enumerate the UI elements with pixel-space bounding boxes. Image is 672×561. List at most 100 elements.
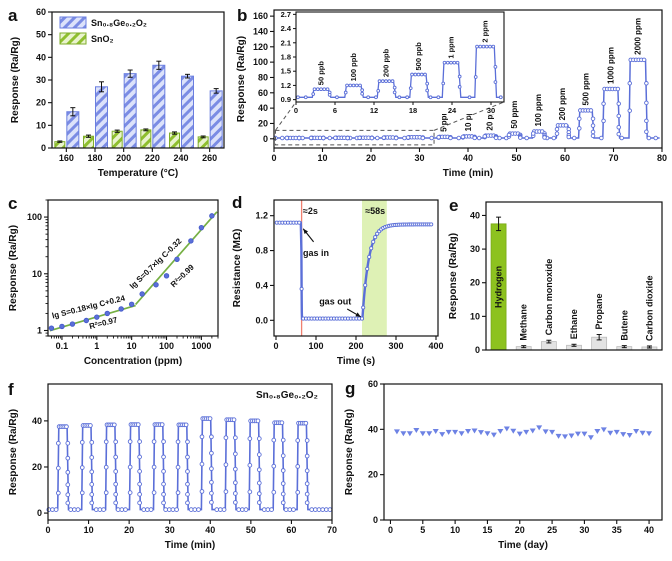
svg-text:gas out: gas out — [319, 297, 351, 307]
svg-text:0: 0 — [263, 134, 268, 144]
svg-text:20: 20 — [470, 278, 480, 288]
svg-text:40: 40 — [470, 210, 480, 220]
svg-text:0: 0 — [271, 153, 276, 163]
svg-text:30: 30 — [579, 525, 589, 535]
svg-text:Methane: Methane — [519, 304, 529, 341]
svg-text:Response (Ra/Rg): Response (Ra/Rg) — [8, 225, 19, 311]
svg-text:≈2s: ≈2s — [303, 206, 318, 216]
panel-e: Hydrogen Methane Carbon monoxide Ethane Prop… — [444, 190, 670, 374]
svg-text:1.2: 1.2 — [281, 81, 291, 90]
svg-text:400: 400 — [428, 341, 443, 351]
svg-text:260: 260 — [202, 153, 217, 163]
panel-label-e: e — [449, 196, 459, 215]
svg-text:1: 1 — [94, 341, 99, 351]
svg-text:Temperature (°C): Temperature (°C) — [98, 168, 179, 179]
svg-text:0: 0 — [273, 341, 278, 351]
svg-text:Ethane: Ethane — [569, 309, 579, 339]
svg-text:0: 0 — [41, 143, 46, 153]
svg-text:100: 100 — [253, 57, 268, 67]
svg-text:300: 300 — [388, 341, 403, 351]
chart-e-selectivity: Hydrogen Methane Carbon monoxide Ethane Prop… — [448, 201, 663, 355]
svg-text:500 ppm: 500 ppm — [581, 73, 590, 105]
svg-text:20: 20 — [124, 525, 134, 535]
svg-text:Response (Ra/Rg): Response (Ra/Rg) — [8, 409, 19, 495]
panel-label-g: g — [345, 379, 356, 398]
svg-text:30: 30 — [414, 153, 424, 163]
svg-text:Response (Ra/Rg): Response (Ra/Rg) — [236, 36, 247, 122]
svg-text:30: 30 — [487, 106, 495, 115]
svg-text:200 ppm: 200 ppm — [558, 88, 567, 120]
svg-text:40: 40 — [644, 525, 654, 535]
svg-text:20: 20 — [32, 462, 42, 472]
svg-text:40: 40 — [368, 424, 378, 434]
svg-text:60: 60 — [286, 525, 296, 535]
panel-label-f: f — [8, 380, 14, 399]
svg-text:1000: 1000 — [191, 341, 211, 351]
svg-text:0.0: 0.0 — [255, 315, 268, 325]
svg-text:20: 20 — [258, 118, 268, 128]
svg-text:140: 140 — [253, 26, 268, 36]
svg-text:6: 6 — [333, 106, 337, 115]
svg-text:220: 220 — [145, 153, 160, 163]
svg-text:70: 70 — [327, 525, 337, 535]
svg-text:≈58s: ≈58s — [365, 206, 385, 216]
chart-a-temperature-response: 160 180 200 220 240 260 0 10 20 30 40 50 60 Sn₀.₈Ge₀.… — [10, 7, 225, 179]
svg-text:1.2: 1.2 — [255, 211, 268, 221]
svg-text:40: 40 — [463, 153, 473, 163]
svg-text:10: 10 — [127, 341, 137, 351]
svg-text:80: 80 — [657, 153, 667, 163]
svg-text:Carbon monoxide: Carbon monoxide — [544, 259, 554, 336]
svg-text:60: 60 — [36, 7, 46, 17]
svg-text:0: 0 — [373, 515, 378, 525]
svg-text:40: 40 — [32, 416, 42, 426]
svg-text:10: 10 — [317, 153, 327, 163]
svg-text:1000 ppm: 1000 ppm — [606, 47, 615, 84]
panel-label-d: d — [232, 193, 243, 212]
svg-text:100: 100 — [27, 212, 42, 222]
svg-text:Hydrogen: Hydrogen — [494, 266, 504, 308]
svg-text:10 ppm: 10 ppm — [464, 103, 473, 131]
svg-text:25: 25 — [547, 525, 557, 535]
svg-text:40: 40 — [205, 525, 215, 535]
svg-text:0.9: 0.9 — [281, 95, 291, 104]
svg-text:gas in: gas in — [303, 248, 329, 258]
svg-text:60: 60 — [258, 88, 268, 98]
svg-text:2.7: 2.7 — [281, 10, 291, 19]
svg-text:100: 100 — [308, 341, 323, 351]
panel-label-b: b — [237, 6, 248, 25]
svg-text:Sn₀.₈Ge₀.₂O₂: Sn₀.₈Ge₀.₂O₂ — [256, 390, 318, 401]
svg-text:40: 40 — [36, 52, 46, 62]
chart-d-response-recovery: ≈2s gas in gas out ≈58s 0 100 200 300 400 0.0 0.4 0… — [232, 199, 444, 367]
svg-text:Time (day): Time (day) — [498, 540, 548, 551]
svg-text:Sn₀.₈Ge₀.₂O₂: Sn₀.₈Ge₀.₂O₂ — [91, 18, 147, 28]
svg-text:0: 0 — [45, 525, 50, 535]
svg-text:Butene: Butene — [619, 310, 629, 341]
svg-text:18: 18 — [409, 106, 417, 115]
svg-text:500 ppb: 500 ppb — [414, 42, 423, 71]
svg-text:0: 0 — [475, 345, 480, 355]
svg-text:20: 20 — [366, 153, 376, 163]
svg-text:200 ppb: 200 ppb — [381, 48, 390, 77]
svg-text:50: 50 — [36, 30, 46, 40]
svg-text:2000 ppm: 2000 ppm — [633, 18, 642, 55]
svg-text:1.5: 1.5 — [281, 67, 291, 76]
svg-text:SnO₂: SnO₂ — [91, 34, 114, 44]
svg-text:12: 12 — [370, 106, 378, 115]
svg-text:0.8: 0.8 — [255, 246, 268, 256]
svg-text:240: 240 — [173, 153, 188, 163]
svg-text:20: 20 — [36, 98, 46, 108]
svg-text:100 ppm: 100 ppm — [534, 94, 543, 126]
svg-text:20: 20 — [515, 525, 525, 535]
svg-text:160: 160 — [253, 11, 268, 21]
svg-text:50: 50 — [246, 525, 256, 535]
svg-text:60: 60 — [368, 379, 378, 389]
svg-text:Concentration (ppm): Concentration (ppm) — [84, 356, 182, 367]
panel-label-a: a — [8, 6, 18, 25]
svg-text:10: 10 — [36, 120, 46, 130]
svg-text:1 ppm: 1 ppm — [446, 36, 455, 58]
svg-text:10: 10 — [32, 269, 42, 279]
svg-text:2.4: 2.4 — [281, 24, 292, 33]
svg-text:Propane: Propane — [594, 294, 604, 330]
panel-c: lg S=0.18×lg C+0.24 R²=0.97 lg S=0.7×lg C-… — [4, 190, 228, 374]
